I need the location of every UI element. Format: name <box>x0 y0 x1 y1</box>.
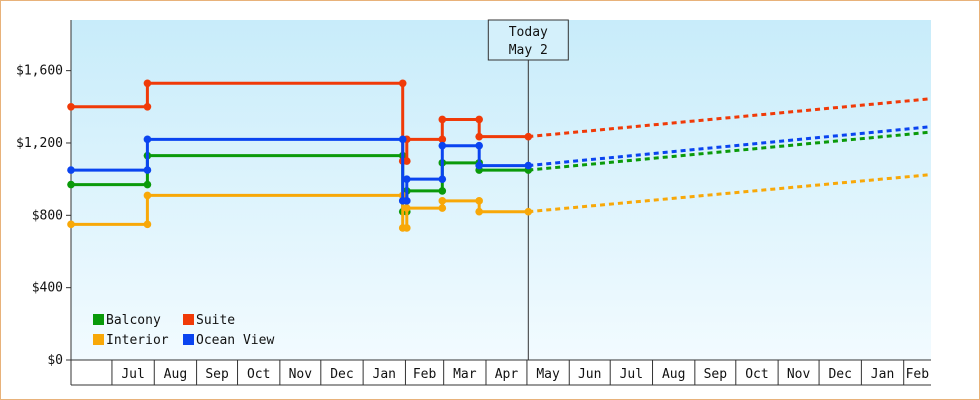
data-point <box>475 197 483 205</box>
x-tick-label: Aug <box>164 367 187 382</box>
data-point <box>524 132 533 141</box>
data-point <box>524 161 533 170</box>
legend-label: Balcony <box>106 313 161 328</box>
data-point <box>475 132 483 141</box>
series-interior <box>67 173 932 232</box>
data-point <box>143 135 152 144</box>
data-point <box>143 180 152 189</box>
data-point <box>475 115 483 124</box>
x-axis: Jul Aug Sep Oct Nov Dec Jan Feb Mar Apr May Jun Jul A… <box>71 359 931 386</box>
x-tick-label: Sep <box>704 367 728 382</box>
data-point <box>438 175 447 183</box>
legend-swatch <box>183 314 194 325</box>
data-point <box>143 103 152 111</box>
y-tick-label: $400 <box>32 281 63 296</box>
data-point <box>67 180 75 189</box>
x-tick-label: Jan <box>373 367 396 382</box>
y-tick-label: $800 <box>32 208 63 223</box>
forecast-line <box>528 125 932 168</box>
data-point <box>438 141 447 150</box>
today-date-label: May 2 <box>509 43 548 58</box>
forecast-line <box>528 97 932 139</box>
data-point <box>475 207 483 216</box>
x-tick-label: Oct <box>247 367 270 382</box>
data-point <box>438 187 447 195</box>
x-tick-label: Feb <box>413 367 437 382</box>
series-layer <box>67 79 932 232</box>
y-tick-label: $0 <box>47 353 63 368</box>
series-ocean-view <box>67 125 932 205</box>
data-point <box>143 166 152 174</box>
legend-swatch <box>183 334 194 345</box>
data-point <box>398 79 407 88</box>
data-point <box>143 220 152 229</box>
x-tick-label: Jul <box>620 367 643 382</box>
x-tick-label: Mar <box>453 367 477 382</box>
data-point <box>143 79 152 88</box>
today-label: Today <box>509 25 548 40</box>
data-point <box>438 197 447 205</box>
x-tick-label: Feb <box>906 367 930 382</box>
data-point <box>403 224 411 232</box>
data-point <box>67 220 75 229</box>
data-point <box>403 197 411 205</box>
x-tick-label: May <box>536 367 560 382</box>
plot-background <box>71 20 931 360</box>
x-tick-label: Apr <box>495 367 519 382</box>
today-marker: Today May 2 <box>487 19 569 360</box>
x-tick-label: Jul <box>121 367 144 382</box>
x-tick-label: Nov <box>289 367 313 382</box>
data-point <box>403 157 411 165</box>
data-point <box>67 166 75 174</box>
forecast-line <box>528 173 932 214</box>
legend-label: Ocean View <box>196 333 274 348</box>
legend: Balcony Suite Interior Ocean View <box>93 313 274 348</box>
data-point <box>403 204 411 212</box>
today-box <box>487 19 569 61</box>
y-tick-label: $1,200 <box>16 136 63 151</box>
x-tick-label: Dec <box>828 367 851 382</box>
data-point <box>438 204 447 212</box>
legend-swatch <box>93 334 104 345</box>
data-point <box>67 103 75 111</box>
x-tick-label: Jan <box>871 367 894 382</box>
x-tick-label: Jun <box>578 367 601 382</box>
data-point <box>438 115 447 124</box>
data-point <box>143 191 152 200</box>
series-suite <box>67 79 932 165</box>
data-point <box>438 135 447 144</box>
legend-label: Suite <box>196 313 235 328</box>
y-axis: $0 $400 $800 $1,200 $1,600 <box>16 20 72 385</box>
x-tick-label: Nov <box>787 367 811 382</box>
data-point <box>524 207 533 216</box>
data-point <box>475 161 483 170</box>
forecast-line <box>528 130 932 172</box>
data-point <box>403 175 411 183</box>
legend-label: Interior <box>106 333 169 348</box>
data-point <box>475 141 483 150</box>
x-tick-label: Oct <box>745 367 768 382</box>
legend-swatch <box>93 314 104 325</box>
data-point <box>398 135 407 144</box>
x-tick-label: Sep <box>205 367 229 382</box>
x-tick-label: Aug <box>662 367 685 382</box>
x-tick-label: Dec <box>330 367 353 382</box>
y-tick-label: $1,600 <box>16 64 63 79</box>
